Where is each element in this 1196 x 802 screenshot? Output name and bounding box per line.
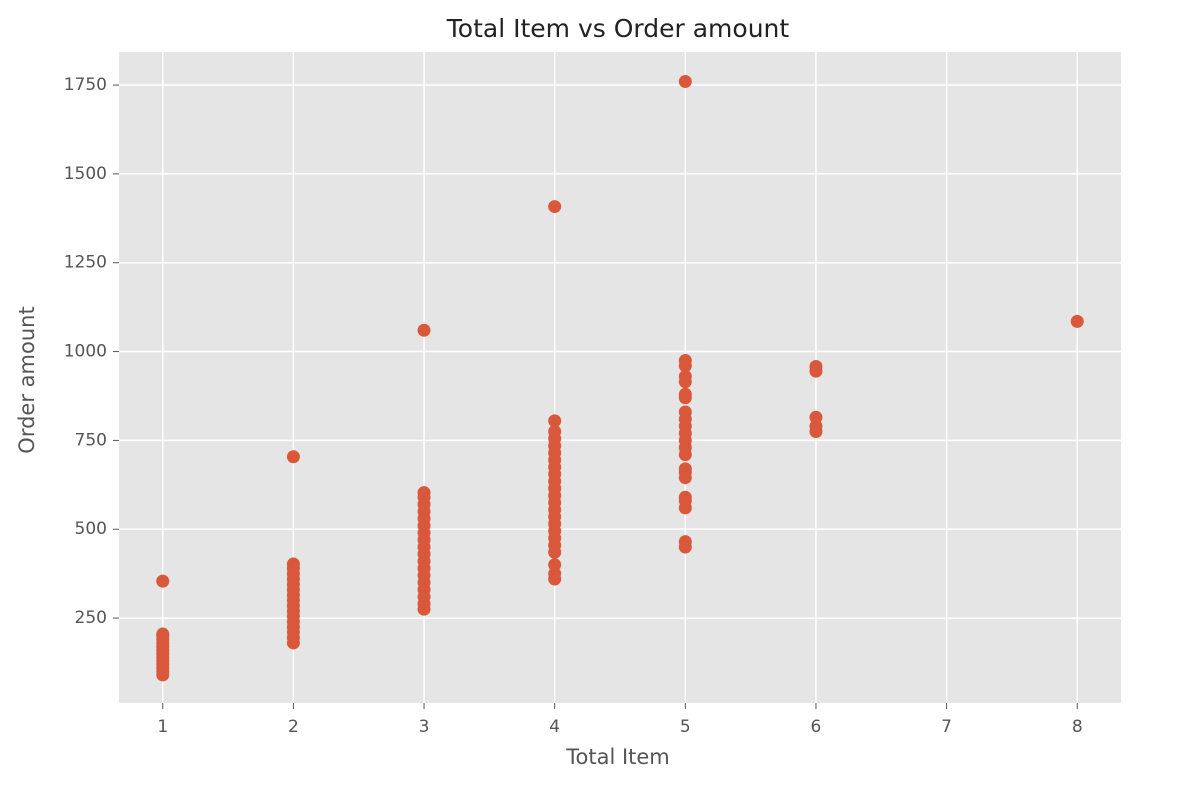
x-tick-label: 3 bbox=[419, 717, 430, 737]
x-tick-label: 7 bbox=[941, 717, 952, 737]
point bbox=[548, 558, 562, 572]
x-tick-label: 1 bbox=[157, 717, 168, 737]
y-tick-label: 1500 bbox=[64, 164, 107, 184]
x-tick-label: 5 bbox=[680, 717, 691, 737]
point bbox=[678, 387, 692, 401]
x-tick-label: 4 bbox=[549, 717, 560, 737]
point bbox=[678, 353, 692, 367]
point bbox=[548, 200, 562, 214]
x-tick-label: 2 bbox=[288, 717, 299, 737]
point bbox=[156, 627, 170, 641]
point bbox=[548, 414, 562, 428]
point bbox=[678, 369, 692, 383]
point bbox=[678, 490, 692, 504]
point bbox=[809, 419, 823, 433]
point bbox=[678, 405, 692, 419]
y-tick-label: 1750 bbox=[64, 75, 107, 95]
y-tick-label: 750 bbox=[75, 430, 107, 450]
y-axis-label: Order amount bbox=[15, 306, 39, 453]
point bbox=[1070, 314, 1084, 328]
y-tick-label: 1250 bbox=[64, 253, 107, 273]
y-tick-label: 250 bbox=[75, 608, 107, 628]
chart-title: Total Item vs Order amount bbox=[446, 14, 790, 43]
x-axis-label: Total Item bbox=[565, 745, 670, 769]
y-tick-label: 1000 bbox=[64, 342, 107, 362]
point bbox=[548, 567, 562, 581]
point bbox=[678, 462, 692, 476]
x-tick-label: 6 bbox=[811, 717, 822, 737]
point bbox=[809, 359, 823, 373]
y-tick-label: 500 bbox=[75, 519, 107, 539]
point bbox=[809, 410, 823, 424]
point bbox=[156, 574, 170, 588]
point bbox=[678, 74, 692, 88]
plot-area bbox=[119, 52, 1121, 703]
x-tick-label: 8 bbox=[1072, 717, 1083, 737]
point bbox=[417, 486, 431, 500]
point bbox=[286, 557, 300, 571]
point bbox=[678, 535, 692, 549]
point bbox=[417, 323, 431, 337]
point bbox=[286, 450, 300, 464]
point bbox=[548, 425, 562, 439]
